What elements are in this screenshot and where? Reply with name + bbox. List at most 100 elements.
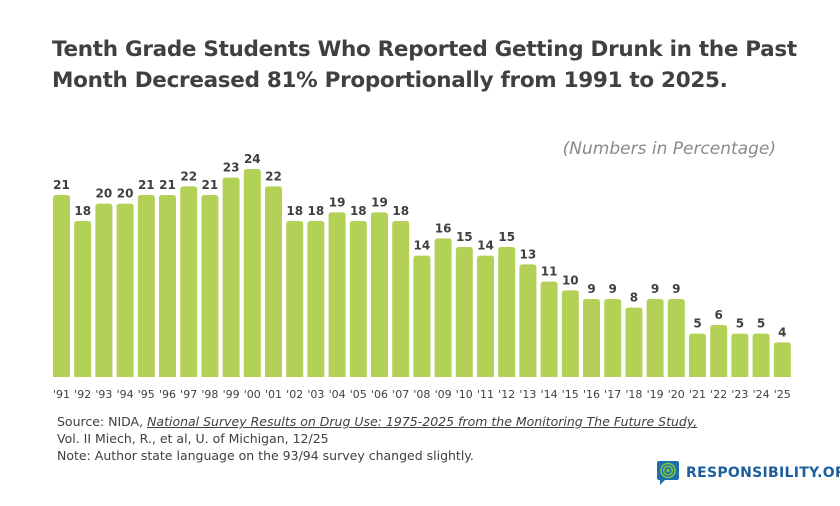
- bar-05: [349, 221, 367, 377]
- data-label: 18: [286, 204, 303, 218]
- x-tick-label: '16: [583, 388, 600, 401]
- bar-20: [667, 299, 685, 377]
- x-tick-label: '03: [307, 388, 324, 401]
- x-tick-label: '09: [435, 388, 452, 401]
- bar-13: [519, 264, 537, 377]
- source-prefix: Source: NIDA,: [57, 414, 148, 429]
- data-label: 18: [392, 204, 409, 218]
- x-tick-label: '22: [710, 388, 727, 401]
- x-tick-label: '94: [117, 388, 134, 401]
- data-label: 10: [562, 273, 579, 287]
- data-label: 14: [414, 239, 431, 253]
- bar-91: [53, 195, 70, 377]
- bar-00: [243, 169, 261, 377]
- x-tick-label: '02: [286, 388, 303, 401]
- x-tick-label: '14: [541, 388, 558, 401]
- target-speech-bubble-icon: [657, 461, 679, 485]
- x-tick-label: '07: [392, 388, 409, 401]
- x-tick-label: '93: [95, 388, 112, 401]
- source-line-1: Source: NIDA, National Survey Results on…: [57, 414, 697, 429]
- bar-96: [159, 195, 176, 377]
- x-tick-label: '95: [138, 388, 155, 401]
- data-label: 20: [117, 187, 134, 201]
- bar-18: [625, 307, 643, 377]
- data-label: 14: [477, 239, 494, 253]
- bar-21: [689, 333, 706, 377]
- data-label: 9: [609, 282, 617, 296]
- bar-16: [583, 299, 600, 377]
- bar-93: [95, 203, 113, 377]
- data-label: 4: [778, 325, 786, 339]
- data-label: 5: [736, 317, 744, 331]
- data-label: 15: [498, 230, 515, 244]
- unit-note: (Numbers in Percentage): [562, 139, 776, 159]
- x-tick-label: '24: [753, 388, 770, 401]
- bar-99: [222, 177, 240, 377]
- x-tick-label: '91: [53, 388, 70, 401]
- data-label: 18: [350, 204, 367, 218]
- x-tick-label: '15: [562, 388, 579, 401]
- data-label: 5: [757, 317, 765, 331]
- x-tick-label: '99: [223, 388, 240, 401]
- data-label: 18: [74, 204, 91, 218]
- source-line-2: Vol. II Miech, R., et al, U. of Michigan…: [57, 431, 329, 446]
- bar-92: [74, 221, 92, 377]
- x-tick-label: '05: [350, 388, 367, 401]
- x-tick-label: '08: [413, 388, 430, 401]
- data-label: 22: [180, 169, 197, 183]
- bar-08: [413, 255, 431, 377]
- data-label: 23: [223, 161, 240, 175]
- data-label: 22: [265, 169, 282, 183]
- bar-03: [307, 221, 325, 377]
- data-label: 9: [672, 282, 680, 296]
- x-tick-label: '98: [201, 388, 218, 401]
- bar-10: [455, 247, 473, 377]
- data-label: 21: [53, 178, 70, 192]
- bar-14: [540, 281, 558, 377]
- bar-98: [201, 195, 219, 377]
- bar-07: [392, 221, 410, 377]
- bar-23: [731, 333, 749, 377]
- data-label: 21: [159, 178, 176, 192]
- x-tick-label: '00: [244, 388, 261, 401]
- x-tick-label: '12: [498, 388, 515, 401]
- x-tick-label: '11: [477, 388, 494, 401]
- logo-text: RESPONSIBILITY.ORG: [686, 465, 840, 481]
- bar-24: [752, 333, 770, 377]
- x-tick-label: '10: [456, 388, 473, 401]
- x-tick-label: '23: [731, 388, 748, 401]
- bar-01: [265, 186, 282, 377]
- x-tick-label: '01: [265, 388, 282, 401]
- bar-02: [286, 221, 304, 377]
- data-label: 24: [244, 152, 261, 166]
- bar-15: [561, 290, 579, 377]
- title-line-1: Tenth Grade Students Who Reported Gettin…: [52, 37, 797, 62]
- bar-04: [328, 212, 346, 377]
- bar-12: [498, 247, 516, 377]
- data-label: 19: [371, 195, 388, 209]
- data-label: 9: [651, 282, 659, 296]
- title-line-2: Month Decreased 81% Proportionally from …: [52, 68, 728, 93]
- x-tick-label: '04: [329, 388, 346, 401]
- x-tick-label: '19: [647, 388, 664, 401]
- source-link[interactable]: National Survey Results on Drug Use: 197…: [147, 414, 698, 429]
- bar-19: [646, 299, 664, 377]
- data-label: 13: [520, 247, 537, 261]
- bar-95: [137, 195, 155, 377]
- bar-97: [180, 186, 198, 377]
- x-tick-label: '06: [371, 388, 388, 401]
- bar-06: [371, 212, 388, 377]
- bar-11: [477, 255, 494, 377]
- bar-09: [434, 238, 452, 377]
- data-label: 19: [329, 195, 346, 209]
- data-label: 8: [630, 291, 638, 305]
- x-tick-label: '96: [159, 388, 176, 401]
- x-tick-label: '92: [74, 388, 91, 401]
- data-label: 20: [96, 187, 113, 201]
- x-tick-label: '25: [774, 388, 791, 401]
- x-tick-label: '20: [668, 388, 685, 401]
- x-tick-label: '18: [625, 388, 642, 401]
- data-label: 9: [587, 282, 595, 296]
